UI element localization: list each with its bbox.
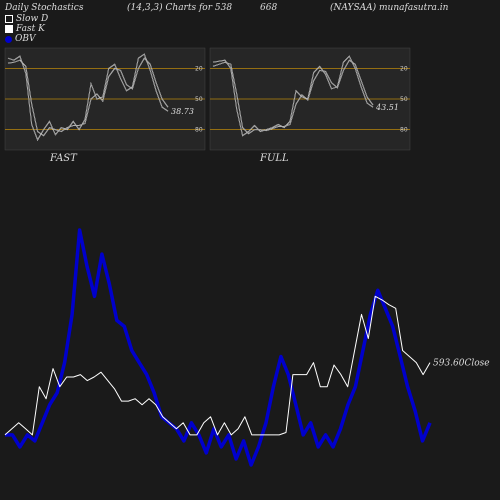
y-tick-label: 80 (400, 127, 408, 134)
series-line-core (7, 53, 169, 141)
filled-square-icon (5, 25, 13, 33)
panel-title-fast: FAST (50, 153, 77, 164)
legend-item-fast-k: Fast K (5, 24, 45, 34)
series-line-core (212, 59, 374, 134)
legend-label: OBV (15, 34, 36, 44)
close-value-label: 593.60Close (433, 359, 490, 369)
stock-code: 668 (260, 3, 278, 13)
blue-dot-icon (5, 35, 12, 43)
last-value-label: 43.51 (375, 103, 399, 112)
y-tick-label: 50 (195, 96, 203, 103)
y-tick-label: 50 (400, 96, 408, 103)
panel-title-full: FULL (260, 153, 289, 164)
hollow-square-icon (5, 15, 13, 23)
legend-item-slow-d: Slow D (5, 14, 48, 24)
legend-item-obv: OBV (5, 34, 36, 44)
series-line-core (212, 55, 374, 137)
legend-label: Slow D (16, 14, 49, 24)
obv-line (5, 228, 432, 467)
y-tick-label: 20 (195, 65, 203, 72)
close-price-line (4, 295, 431, 436)
y-tick-label: 80 (195, 127, 203, 134)
chart-title: Daily Stochastics (5, 3, 84, 13)
legend-label: Fast K (16, 24, 45, 34)
y-tick-label: 20 (400, 65, 408, 72)
series-line-core (7, 57, 169, 136)
last-value-label: 38.73 (171, 107, 194, 116)
stock-symbol: (NAYSAA) munafasutra.in (330, 3, 449, 13)
chart-params: (14,3,3) Charts for 538 (127, 3, 233, 13)
